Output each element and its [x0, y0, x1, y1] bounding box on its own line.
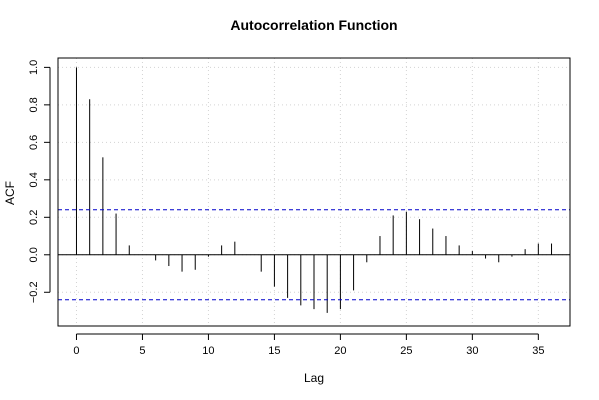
chart-title: Autocorrelation Function [230, 17, 397, 33]
y-tick-label: 0.2 [28, 210, 40, 225]
x-tick-label: 15 [268, 345, 280, 357]
y-tick-label: 0.0 [28, 247, 40, 262]
x-axis-label: Lag [304, 371, 324, 385]
y-tick-label: 0.8 [28, 97, 40, 112]
x-tick-label: 30 [466, 345, 478, 357]
x-tick-label: 20 [334, 345, 346, 357]
x-tick-label: 10 [202, 345, 214, 357]
y-axis-label: ACF [3, 181, 17, 205]
y-tick-label: 0.6 [28, 135, 40, 150]
confidence-bounds [58, 209, 570, 301]
x-tick-label: 25 [400, 345, 412, 357]
x-tick-label: 5 [139, 345, 145, 357]
y-tick-label: −0.2 [28, 281, 40, 303]
axes: 0 5 10 15 20 25 30 35 −0.2 0.0 0.2 0.4 0.6 0.8 1.0 [28, 60, 544, 357]
y-tick-label: 0.4 [28, 172, 40, 187]
y-tick-label: 1.0 [28, 60, 40, 75]
x-tick-label: 0 [73, 345, 79, 357]
acf-bars [58, 67, 570, 313]
plot-frame [57, 57, 571, 327]
x-tick-label: 35 [532, 345, 544, 357]
